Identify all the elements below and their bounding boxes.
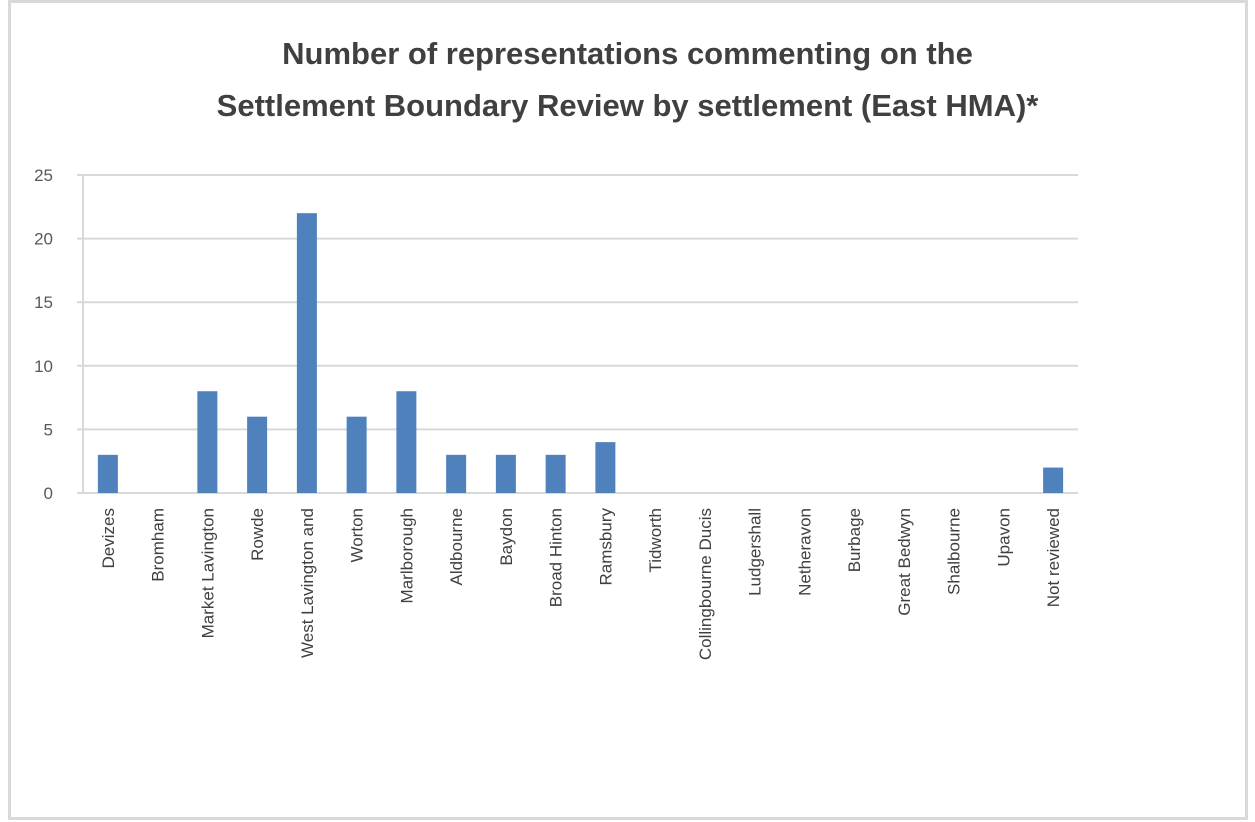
chart-title: Number of representations commenting on …	[0, 28, 1255, 132]
bar	[396, 391, 417, 493]
x-category-label: Burbage	[845, 508, 864, 572]
x-category-label: Aldbourne	[447, 508, 466, 586]
bar	[97, 454, 118, 493]
x-axis-labels: Devizes Bromham Market Lavington Rowde West …	[99, 508, 1063, 661]
x-category-label: Great Bedwyn	[895, 508, 914, 616]
y-tick-label: 25	[34, 166, 53, 185]
chart-title-line-1: Number of representations commenting on …	[282, 36, 973, 71]
y-tick-label: 20	[34, 230, 53, 249]
x-category-label: Ludgershall	[746, 508, 765, 596]
y-axis-ticks: 0 5 10 15 20 25	[34, 166, 53, 503]
x-category-label: Collingbourne Ducis	[696, 508, 715, 660]
gridlines	[77, 174, 1078, 494]
x-category-label: Upavon	[994, 508, 1013, 567]
bars	[97, 213, 1064, 493]
bar	[545, 454, 566, 493]
x-category-label: Devizes	[99, 508, 118, 568]
bar	[346, 416, 367, 493]
x-category-label: West Lavington and	[298, 508, 317, 658]
bar	[446, 454, 467, 493]
y-tick-label: 0	[44, 484, 53, 503]
bar	[595, 442, 616, 493]
x-category-label: Shalbourne	[945, 508, 964, 595]
bar	[247, 416, 268, 493]
y-tick-label: 10	[34, 357, 53, 376]
bar	[296, 213, 317, 493]
x-category-label: Worton	[348, 508, 367, 563]
x-category-label: Netheravon	[795, 508, 814, 596]
x-category-label: Not reviewed	[1044, 508, 1063, 607]
x-category-label: Broad Hinton	[547, 508, 566, 607]
bar	[197, 391, 218, 493]
x-category-label: Market Lavington	[198, 508, 217, 638]
x-category-label: Tidworth	[646, 508, 665, 573]
bar	[495, 454, 516, 493]
y-tick-label: 5	[44, 420, 53, 439]
x-category-label: Bromham	[149, 508, 168, 582]
x-category-label: Marlborough	[397, 508, 416, 603]
x-category-label: Baydon	[497, 508, 516, 566]
y-tick-label: 15	[34, 293, 53, 312]
x-category-label: Ramsbury	[596, 508, 615, 586]
bar	[1043, 467, 1064, 493]
x-category-label: Rowde	[248, 508, 267, 561]
chart-title-line-2: Settlement Boundary Review by settlement…	[216, 88, 1039, 123]
